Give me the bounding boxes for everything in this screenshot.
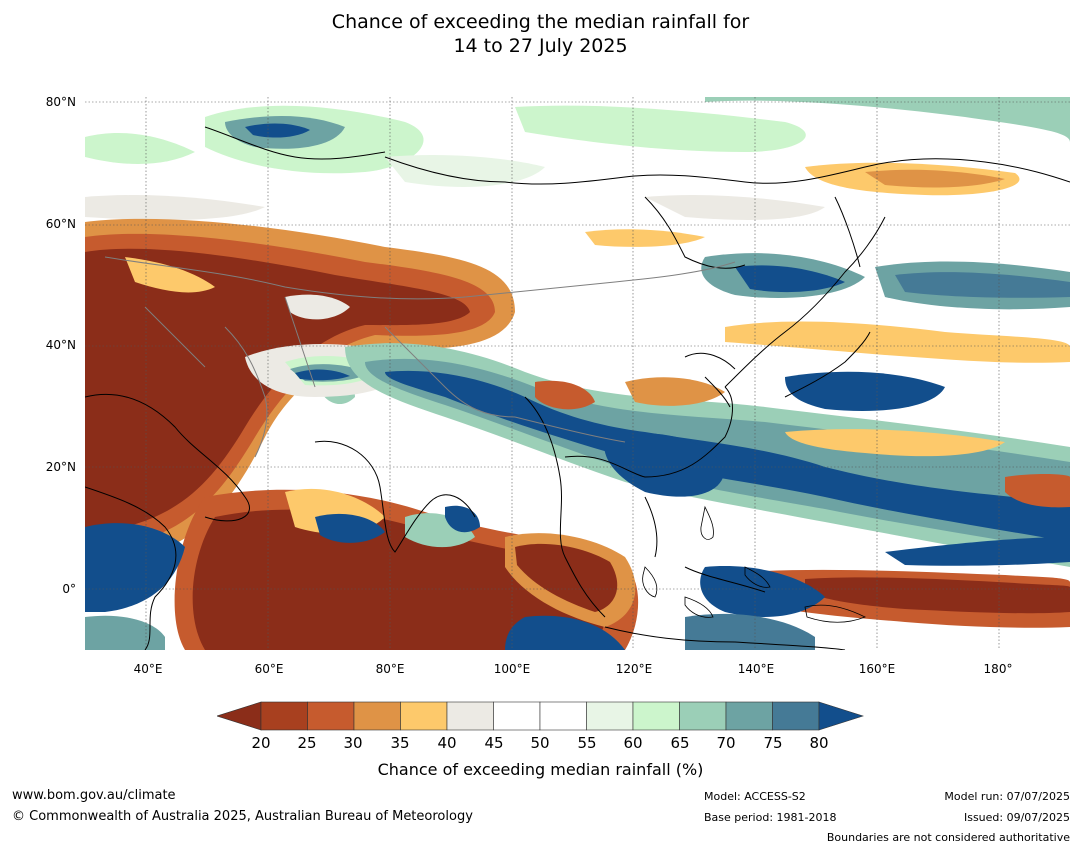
indian-ocean-region <box>85 488 639 650</box>
rainfall-probability-map <box>85 97 1070 650</box>
colorbar-tick-45: 45 <box>484 734 504 752</box>
colorbar-tick-75: 75 <box>763 734 783 752</box>
boundaries-disclaimer: Boundaries are not considered authoritat… <box>826 831 1070 844</box>
colorbar-segment <box>260 701 308 731</box>
lat-label-40n: 40°N <box>45 338 76 352</box>
colorbar-segment <box>353 701 401 731</box>
map-gridlines <box>85 97 1070 650</box>
lon-label-120e: 120°E <box>615 662 653 676</box>
lon-label-60e: 60°E <box>254 662 284 676</box>
colorbar-segment <box>446 701 494 731</box>
colorbar-tick-25: 25 <box>297 734 317 752</box>
colorbar-tick-65: 65 <box>670 734 690 752</box>
colorbar-tick-40: 40 <box>437 734 457 752</box>
lon-label-140e: 140°E <box>737 662 775 676</box>
colorbar-label: Chance of exceeding median rainfall (%) <box>377 760 704 779</box>
country-borders <box>104 256 736 458</box>
colorbar-tick-70: 70 <box>716 734 736 752</box>
colorbar-tick-80: 80 <box>809 734 829 752</box>
lat-label-60n: 60°N <box>45 217 76 231</box>
model-run-date: Model run: 07/07/2025 <box>944 790 1070 803</box>
colorbar-segment <box>493 701 541 731</box>
colorbar-segment <box>679 701 727 731</box>
equatorial-pacific-dry-band <box>685 537 1070 650</box>
lon-label-160e: 160°E <box>858 662 896 676</box>
map-svg <box>85 97 1070 650</box>
lat-label-80n: 80°N <box>45 95 76 109</box>
colorbar-under-arrow <box>217 701 262 731</box>
lon-label-100e: 100°E <box>493 662 531 676</box>
lon-label-180: 180° <box>983 662 1013 676</box>
colorbar-over-arrow <box>818 701 864 731</box>
colorbar-segment <box>772 701 820 731</box>
lat-label-0: 0° <box>62 582 76 596</box>
colorbar-tick-50: 50 <box>530 734 550 752</box>
colorbar-tick-30: 30 <box>343 734 363 752</box>
base-period: Base period: 1981-2018 <box>704 811 837 824</box>
lat-label-20n: 20°N <box>45 460 76 474</box>
far-east-dry-patches <box>585 162 1020 247</box>
colorbar-tick-20: 20 <box>251 734 271 752</box>
website-link[interactable]: www.bom.gov.au/climate <box>12 788 176 803</box>
colorbar-segments <box>260 701 820 731</box>
colorbar-segment <box>632 701 680 731</box>
colorbar-tick-60: 60 <box>623 734 643 752</box>
colorbar-segment <box>539 701 587 731</box>
lon-label-80e: 80°E <box>375 662 405 676</box>
colorbar-segment <box>586 701 634 731</box>
colorbar-segment <box>307 701 355 731</box>
coastlines <box>85 126 1070 650</box>
issued-date: Issued: 09/07/2025 <box>963 811 1070 824</box>
colorbar-segment <box>400 701 448 731</box>
copyright-text: © Commonwealth of Australia 2025, Austra… <box>12 809 473 824</box>
colorbar <box>217 701 864 731</box>
colorbar-tick-55: 55 <box>577 734 597 752</box>
map-title: Chance of exceeding the median rainfall … <box>0 10 1081 58</box>
island-outlines <box>642 505 866 623</box>
title-line-2: 14 to 27 July 2025 <box>453 35 628 57</box>
model-name: Model: ACCESS-S2 <box>704 790 806 803</box>
lon-label-40e: 40°E <box>133 662 163 676</box>
colorbar-tick-35: 35 <box>390 734 410 752</box>
colorbar-segment <box>725 701 773 731</box>
arctic-green-blue-band <box>85 97 1070 220</box>
title-line-1: Chance of exceeding the median rainfall … <box>331 11 750 33</box>
pacific-dry-bands <box>535 321 1070 508</box>
east-asia-wet-band <box>345 253 1070 567</box>
